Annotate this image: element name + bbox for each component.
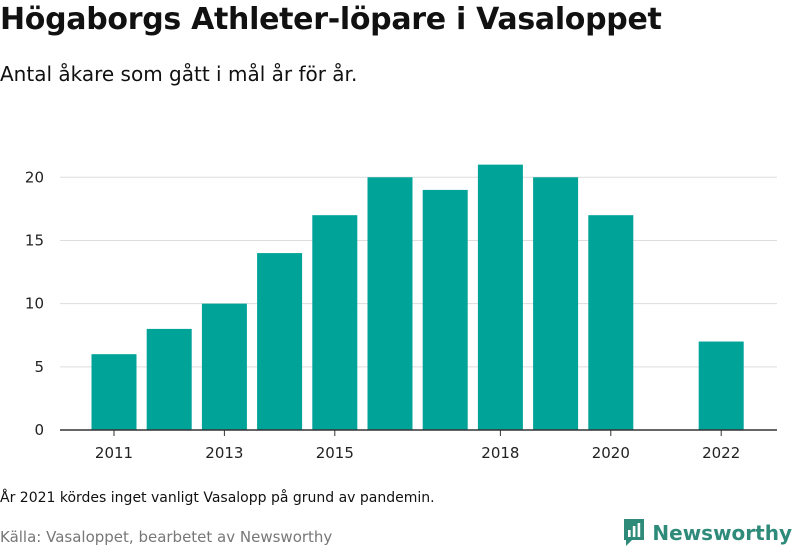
grid-lines — [60, 176, 777, 368]
bar-2011 — [91, 354, 137, 430]
y-tick-label: 10 — [25, 295, 44, 313]
x-tick-label: 2013 — [205, 444, 243, 462]
y-tick-label: 5 — [34, 358, 44, 376]
bar-2017 — [422, 189, 468, 430]
x-tick-label: 2022 — [702, 444, 740, 462]
brand-name: Newsworthy — [652, 521, 792, 545]
x-tick-label: 2020 — [592, 444, 630, 462]
bar-chart: 0 5 10 15 20 2011 2013 2015 2018 2020 2022 — [25, 164, 777, 462]
source-credit: Källa: Vasaloppet, bearbetet av Newswort… — [0, 528, 333, 546]
bar-2012 — [146, 328, 192, 430]
bar-2019 — [533, 177, 579, 430]
y-axis-ticks: 0 5 10 15 20 — [25, 168, 44, 439]
x-tick-label: 2011 — [95, 444, 133, 462]
x-tick-label: 2015 — [316, 444, 354, 462]
x-axis-ticks: 2011 2013 2015 2018 2020 2022 — [95, 430, 740, 462]
brand-logo[interactable]: Newsworthy — [622, 518, 792, 548]
bar-2014 — [257, 253, 303, 430]
y-tick-label: 15 — [25, 231, 44, 249]
chart-subtitle: Antal åkare som gått i mål år för år. — [0, 62, 358, 86]
bar-2016 — [367, 177, 413, 430]
y-tick-label: 0 — [34, 421, 44, 439]
bar-2020 — [588, 215, 634, 430]
chart-title: Högaborgs Athleter-löpare i Vasaloppet — [0, 2, 662, 37]
bar-2018 — [477, 164, 523, 431]
bar-2022 — [698, 341, 744, 430]
y-tick-label: 20 — [25, 168, 44, 186]
chart-footnote: År 2021 kördes inget vanligt Vasalopp på… — [0, 490, 435, 506]
bar-2015 — [312, 215, 358, 430]
bars — [91, 164, 744, 431]
bar-2013 — [201, 303, 247, 430]
newsworthy-logo-icon — [624, 519, 645, 546]
x-tick-label: 2018 — [481, 444, 519, 462]
